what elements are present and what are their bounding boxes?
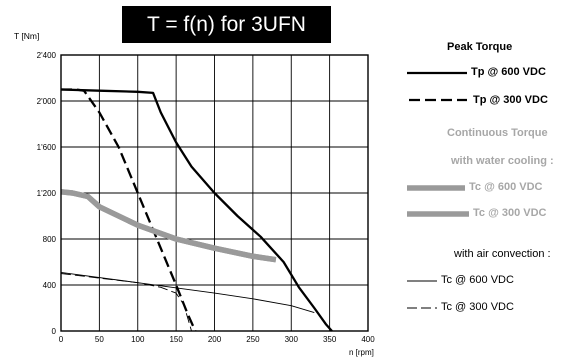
legend-heading-air: with air convection : (454, 248, 551, 260)
series-line-1 (61, 88, 197, 332)
legend-heading-peak: Peak Torque (447, 41, 513, 53)
x-tick-label: 350 (323, 335, 337, 344)
legend-label-tp-300: Tp @ 300 VDC (473, 94, 548, 106)
x-tick-label: 200 (208, 335, 222, 344)
x-tick-label: 150 (169, 335, 183, 344)
legend-label-tc-600-water: Tc @ 600 VDC (469, 181, 543, 193)
y-tick-label: 400 (43, 281, 57, 290)
series-line-5 (60, 273, 192, 332)
series-line-3 (60, 189, 277, 263)
y-tick-label: 0 (52, 327, 57, 336)
x-tick-label: 250 (246, 335, 260, 344)
legend-swatches (407, 71, 469, 309)
y-tick-label: 1'200 (37, 189, 57, 198)
y-tick-label: 800 (43, 235, 57, 244)
series-lines (60, 88, 333, 332)
legend-heading-continuous: Continuous Torque (447, 127, 548, 139)
x-tick-label: 50 (95, 335, 104, 344)
legend-label-tc-600-air: Tc @ 600 VDC (441, 274, 514, 286)
y-tick-label: 2'000 (37, 97, 57, 106)
y-tick-label: 1'600 (37, 143, 57, 152)
x-tick-label: 0 (59, 335, 64, 344)
legend-label-tc-300-air: Tc @ 300 VDC (441, 301, 514, 313)
chart-title: T = f(n) for 3UFN (122, 6, 331, 43)
x-tick-label: 100 (131, 335, 145, 344)
legend-label-tp-600: Tp @ 600 VDC (471, 66, 546, 78)
y-axis-label: T [Nm] (14, 31, 39, 41)
x-axis-label: n [rpm] (349, 348, 374, 357)
series-line-0 (60, 88, 333, 332)
x-tick-label: 400 (361, 335, 375, 344)
plot-frame (60, 54, 369, 332)
y-tick-label: 2'400 (37, 51, 57, 60)
tick-labels: 0 50 100 150 200 250 300 350 400 0 400 800 1'200 1'60… (37, 51, 376, 344)
x-tick-label: 300 (285, 335, 299, 344)
legend-label-tc-300-water: Tc @ 300 VDC (473, 207, 547, 219)
legend-heading-water: with water cooling : (451, 155, 554, 167)
